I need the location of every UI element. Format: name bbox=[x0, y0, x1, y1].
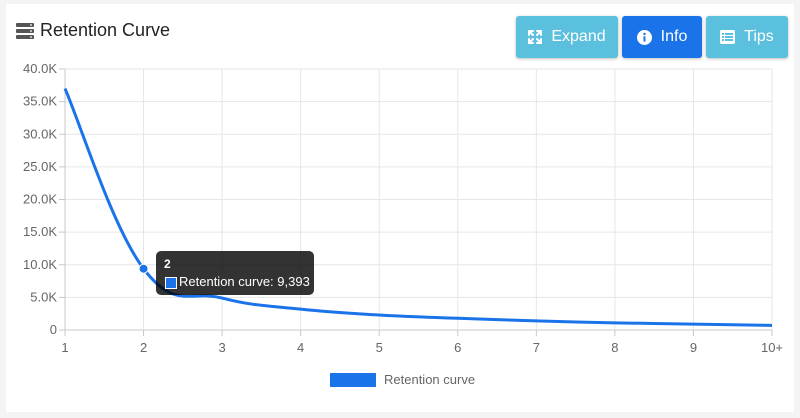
y-tick-label: 10.0K bbox=[23, 257, 57, 272]
tooltip-title: 2 bbox=[164, 257, 171, 271]
tooltip-swatch bbox=[165, 277, 177, 289]
y-tick-label: 20.0K bbox=[23, 192, 57, 207]
chart-legend[interactable]: Retention curve bbox=[330, 372, 475, 387]
list-icon bbox=[720, 30, 736, 44]
chart-tooltip: 2 Retention curve: 9,393 bbox=[156, 251, 314, 295]
server-stack-icon bbox=[16, 22, 34, 39]
panel-title-group: Retention Curve bbox=[16, 20, 170, 41]
x-tick-label: 6 bbox=[454, 340, 461, 355]
tips-button-label: Tips bbox=[744, 28, 774, 45]
x-tick-label: 2 bbox=[140, 340, 147, 355]
expand-arrows-icon bbox=[528, 30, 543, 44]
tooltip-body: Retention curve: 9,393 bbox=[179, 274, 310, 289]
x-tick-label: 10+ bbox=[761, 340, 783, 355]
x-tick-label: 9 bbox=[690, 340, 697, 355]
retention-line-chart: 0 5.0K 10.0K 15.0K 20.0K 25.0K 30.0K 35.0K 40.0K… bbox=[23, 61, 783, 355]
x-tick-label: 8 bbox=[611, 340, 618, 355]
x-tick-label: 4 bbox=[297, 340, 304, 355]
legend-swatch bbox=[330, 372, 376, 387]
y-tick-label: 35.0K bbox=[23, 94, 57, 109]
x-tick-label: 1 bbox=[61, 340, 68, 355]
info-circle-icon bbox=[636, 29, 652, 45]
expand-button-label: Expand bbox=[551, 28, 606, 45]
y-tick-label: 25.0K bbox=[23, 159, 57, 174]
y-tick-label: 40.0K bbox=[23, 61, 57, 76]
tips-button[interactable]: Tips bbox=[706, 16, 788, 58]
x-tick-label: 7 bbox=[533, 340, 540, 355]
panel-header: Retention Curve Expand Info bbox=[6, 4, 794, 60]
y-tick-label: 15.0K bbox=[23, 224, 57, 239]
info-button[interactable]: Info bbox=[622, 16, 702, 58]
chart-panel: Retention Curve Expand Info bbox=[6, 4, 794, 412]
y-tick-label: 0 bbox=[50, 322, 57, 337]
x-tick-label: 3 bbox=[218, 340, 225, 355]
info-button-label: Info bbox=[660, 28, 688, 45]
y-tick-label: 5.0K bbox=[30, 289, 57, 304]
legend-label: Retention curve bbox=[384, 372, 476, 387]
panel-title: Retention Curve bbox=[40, 20, 171, 40]
y-tick-label: 30.0K bbox=[23, 126, 57, 141]
expand-button[interactable]: Expand bbox=[516, 16, 618, 58]
highlighted-data-point bbox=[138, 263, 149, 274]
x-tick-label: 5 bbox=[376, 340, 383, 355]
